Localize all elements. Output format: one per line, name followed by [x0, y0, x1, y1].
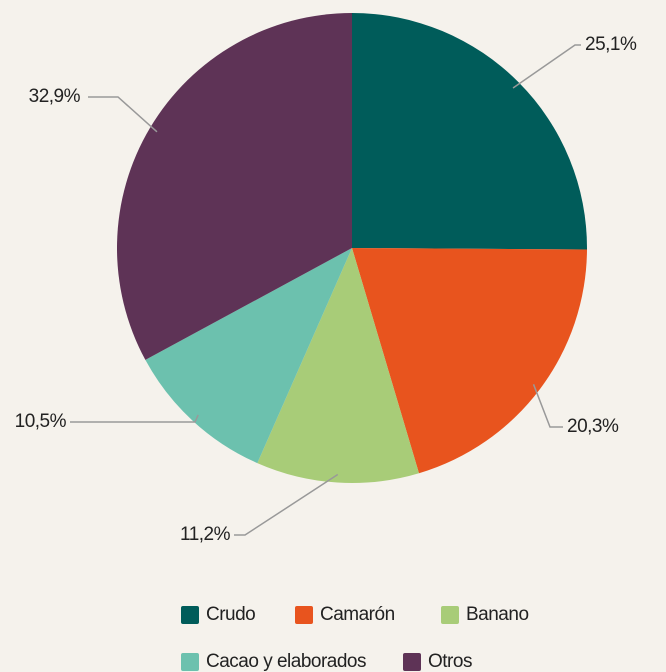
- data-label: 32,9%: [29, 86, 81, 107]
- pie-slice: [257, 248, 419, 483]
- leader-line: [512, 44, 581, 89]
- pie-slice: [116, 13, 352, 360]
- pie-slice: [352, 13, 587, 250]
- legend-label: Crudo: [206, 604, 255, 625]
- legend-swatch: [295, 606, 313, 624]
- legend-swatch: [441, 606, 459, 624]
- leader-line: [88, 96, 158, 133]
- legend-label: Banano: [466, 604, 529, 625]
- data-label: 10,5%: [15, 411, 67, 432]
- legend-swatch: [181, 653, 199, 671]
- legend-label: Camarón: [320, 604, 395, 625]
- legend-label: Otros: [428, 651, 472, 672]
- legend-swatch: [403, 653, 421, 671]
- data-label: 11,2%: [180, 524, 231, 545]
- data-label: 25,1%: [585, 34, 637, 55]
- legend-swatch: [181, 606, 199, 624]
- leader-line: [234, 473, 339, 536]
- leader-line: [70, 414, 199, 423]
- leader-line: [532, 384, 563, 428]
- legend-label: Cacao y elaborados: [206, 651, 366, 672]
- data-label: 20,3%: [567, 416, 619, 437]
- pie-slice: [145, 248, 352, 464]
- pie-slice: [352, 248, 587, 474]
